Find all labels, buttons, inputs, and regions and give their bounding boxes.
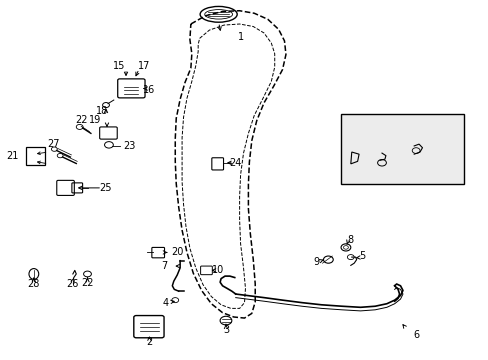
Text: 11: 11 [388, 118, 400, 128]
Text: 10: 10 [211, 265, 224, 275]
Text: 21: 21 [7, 150, 19, 161]
Text: 18: 18 [95, 106, 107, 116]
Text: 25: 25 [99, 183, 112, 193]
FancyBboxPatch shape [340, 114, 463, 184]
Text: 23: 23 [123, 141, 136, 151]
Text: 13: 13 [384, 166, 396, 176]
Text: 20: 20 [171, 247, 183, 257]
Text: 27: 27 [47, 139, 60, 149]
Text: 5: 5 [359, 251, 365, 261]
Text: 8: 8 [347, 235, 353, 245]
Text: 3: 3 [223, 325, 228, 335]
Text: 6: 6 [412, 330, 418, 340]
Text: 16: 16 [142, 85, 155, 95]
Text: 19: 19 [88, 115, 101, 125]
Text: 26: 26 [66, 279, 79, 289]
Text: 22: 22 [81, 278, 94, 288]
Text: 4: 4 [162, 298, 168, 308]
Text: 24: 24 [229, 158, 242, 168]
Text: 1: 1 [237, 32, 243, 41]
Text: 22: 22 [75, 115, 87, 125]
Text: 12: 12 [419, 135, 431, 145]
Text: 7: 7 [161, 261, 167, 271]
Text: 14: 14 [339, 161, 351, 171]
Text: 9: 9 [313, 257, 319, 267]
Text: 2: 2 [146, 337, 152, 347]
Text: 28: 28 [28, 279, 40, 289]
Text: 15: 15 [112, 61, 124, 71]
Text: 17: 17 [138, 61, 150, 71]
